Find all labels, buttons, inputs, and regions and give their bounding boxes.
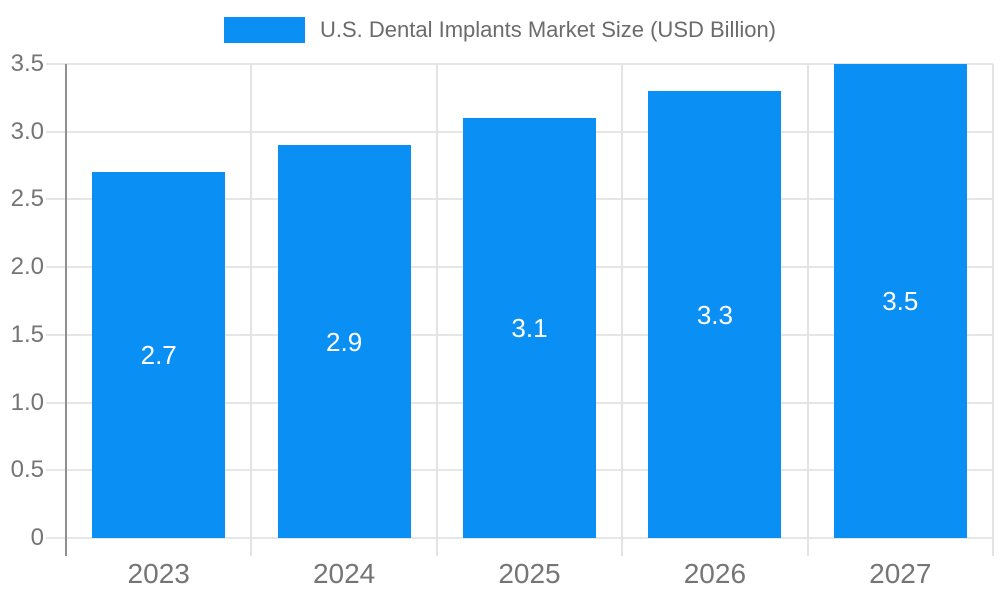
gridline-vertical [435, 64, 438, 556]
bar[interactable] [92, 172, 226, 538]
y-axis-tick-label: 3.5 [10, 50, 44, 77]
bar-value-label: 2.7 [140, 340, 177, 371]
gridline-vertical [992, 64, 994, 556]
y-axis-tick-label: 2.5 [10, 185, 44, 213]
gridline-horizontal [46, 537, 993, 539]
bar-value-label: 3.1 [511, 313, 548, 344]
y-axis-tick-label: 1.0 [10, 388, 44, 416]
legend-swatch [223, 17, 305, 43]
bar[interactable] [463, 118, 596, 538]
bar-value-label: 3.5 [882, 286, 919, 316]
x-axis-tick-label: 2023 [127, 558, 190, 589]
y-axis-tick-label: 3.0 [10, 117, 44, 145]
bar[interactable] [648, 91, 782, 538]
y-axis-tick-label: 0 [30, 524, 44, 551]
bar[interactable] [833, 64, 967, 538]
y-axis-tick-label: 0.5 [10, 456, 44, 484]
gridline-vertical [250, 64, 253, 556]
x-axis-tick-label: 2026 [683, 558, 747, 589]
gridline-vertical [621, 64, 624, 556]
y-axis-tick-label: 2.0 [10, 253, 44, 281]
x-axis-tick-label: 2024 [312, 558, 376, 589]
y-axis-tick-label: 1.5 [10, 320, 44, 348]
bar-value-label: 2.9 [326, 326, 363, 357]
x-axis-tick-label: 2025 [498, 558, 561, 589]
legend-label: U.S. Dental Implants Market Size (USD Bi… [319, 17, 777, 42]
bar[interactable] [277, 145, 411, 538]
x-axis-tick-label: 2027 [869, 558, 932, 589]
legend: U.S. Dental Implants Market Size (USD Bi… [0, 10, 1000, 50]
gridline-vertical [806, 64, 809, 556]
y-axis-line [65, 64, 67, 556]
gridline-horizontal [46, 63, 993, 65]
bar-value-label: 3.3 [696, 299, 733, 330]
